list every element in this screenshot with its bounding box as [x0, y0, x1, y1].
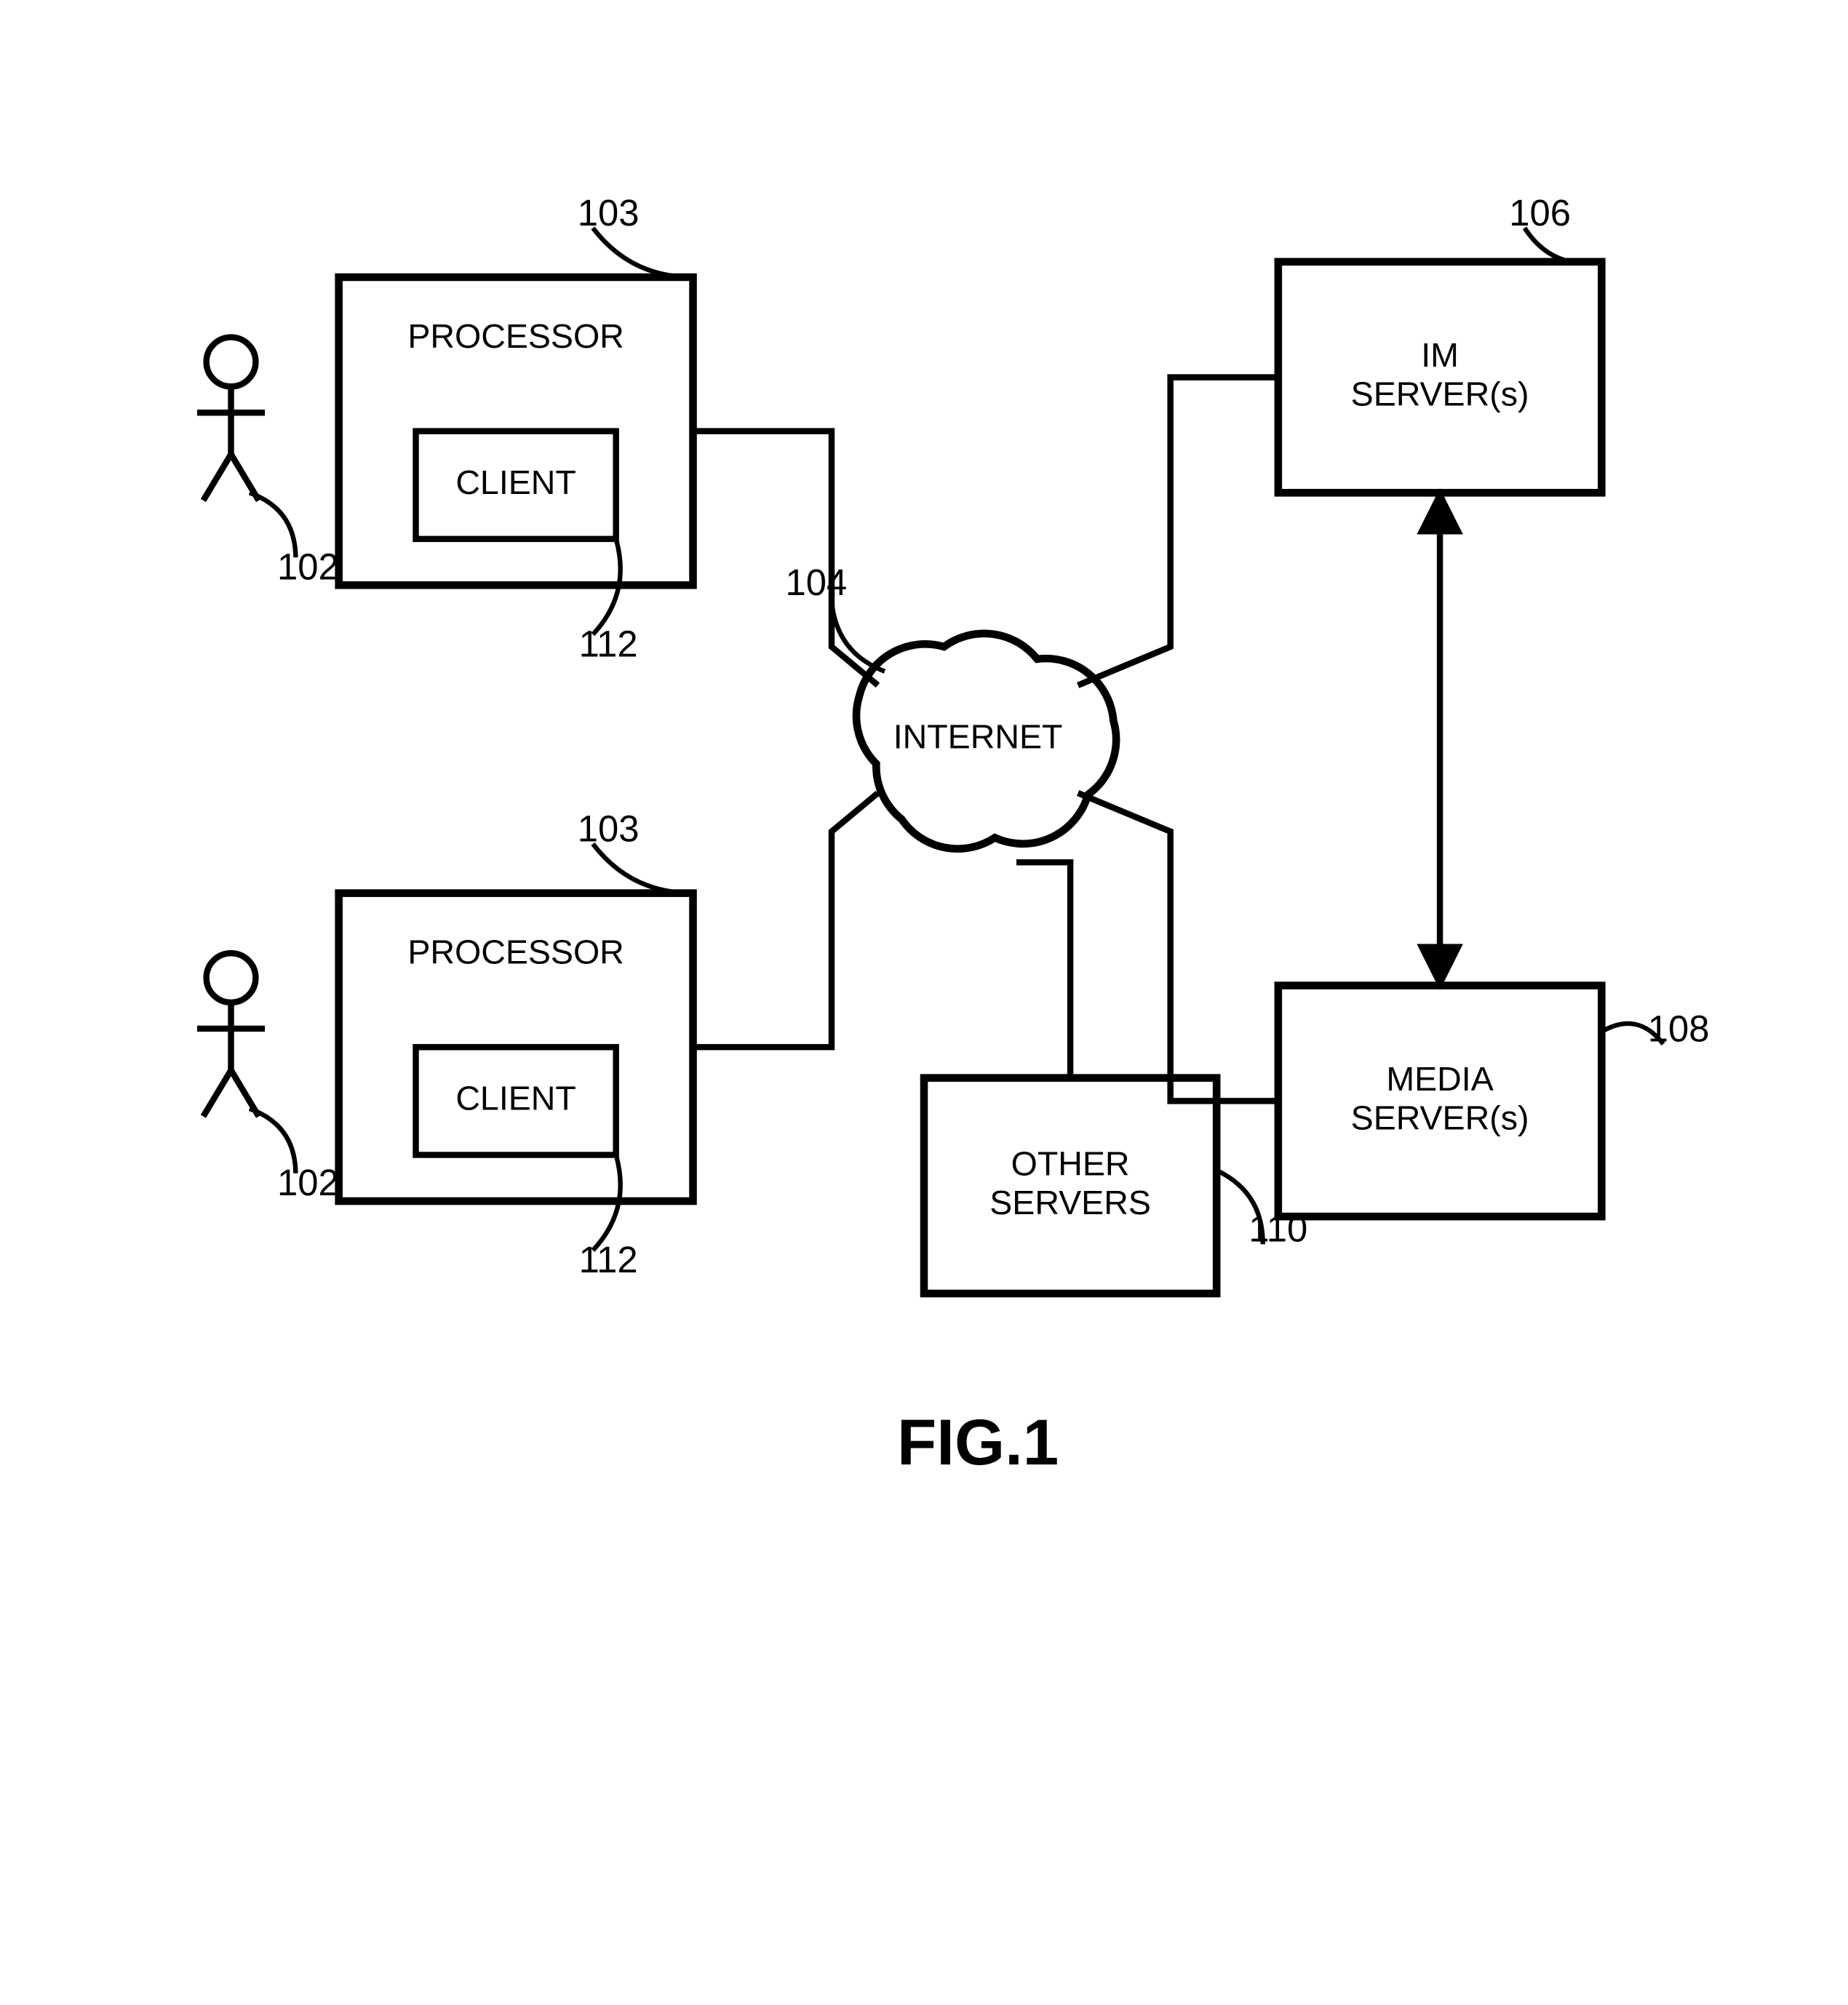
edge-processor_bottom-internet: [693, 793, 878, 1047]
edge-internet-im_server: [1078, 378, 1278, 685]
figure-caption: FIG.1: [897, 1406, 1059, 1478]
edge-internet-media_server: [1078, 793, 1278, 1101]
figure-canvas: PROCESSOR CLIENT 103 112 PROCESSOR CLIENT 103 1…: [0, 0, 1848, 1540]
svg-text:OTHER: OTHER: [1011, 1144, 1130, 1182]
ref-label: 108: [1648, 1008, 1710, 1050]
ref-label: 112: [579, 623, 638, 664]
ref-label: 103: [578, 192, 640, 234]
svg-text:CLIENT: CLIENT: [455, 463, 576, 501]
svg-text:PROCESSOR: PROCESSOR: [407, 933, 624, 971]
svg-text:SERVER(s): SERVER(s): [1351, 1099, 1529, 1136]
ref-label: 106: [1509, 192, 1571, 234]
svg-text:IM: IM: [1421, 336, 1459, 374]
ref-label: 112: [579, 1239, 638, 1280]
svg-text:SERVERS: SERVERS: [989, 1184, 1151, 1221]
svg-text:CLIENT: CLIENT: [455, 1080, 576, 1117]
edge-internet-other_servers: [1016, 862, 1070, 1077]
ref-label: 102: [277, 1162, 339, 1203]
ref-label: 102: [277, 546, 339, 588]
ref-label: 104: [785, 562, 847, 603]
svg-text:SERVER(s): SERVER(s): [1351, 375, 1529, 413]
svg-text:MEDIA: MEDIA: [1386, 1060, 1493, 1098]
user-icon: [197, 953, 265, 1116]
ref-label: 103: [578, 808, 640, 849]
user-icon: [197, 338, 265, 501]
svg-text:INTERNET: INTERNET: [893, 717, 1063, 755]
svg-text:PROCESSOR: PROCESSOR: [407, 317, 624, 355]
